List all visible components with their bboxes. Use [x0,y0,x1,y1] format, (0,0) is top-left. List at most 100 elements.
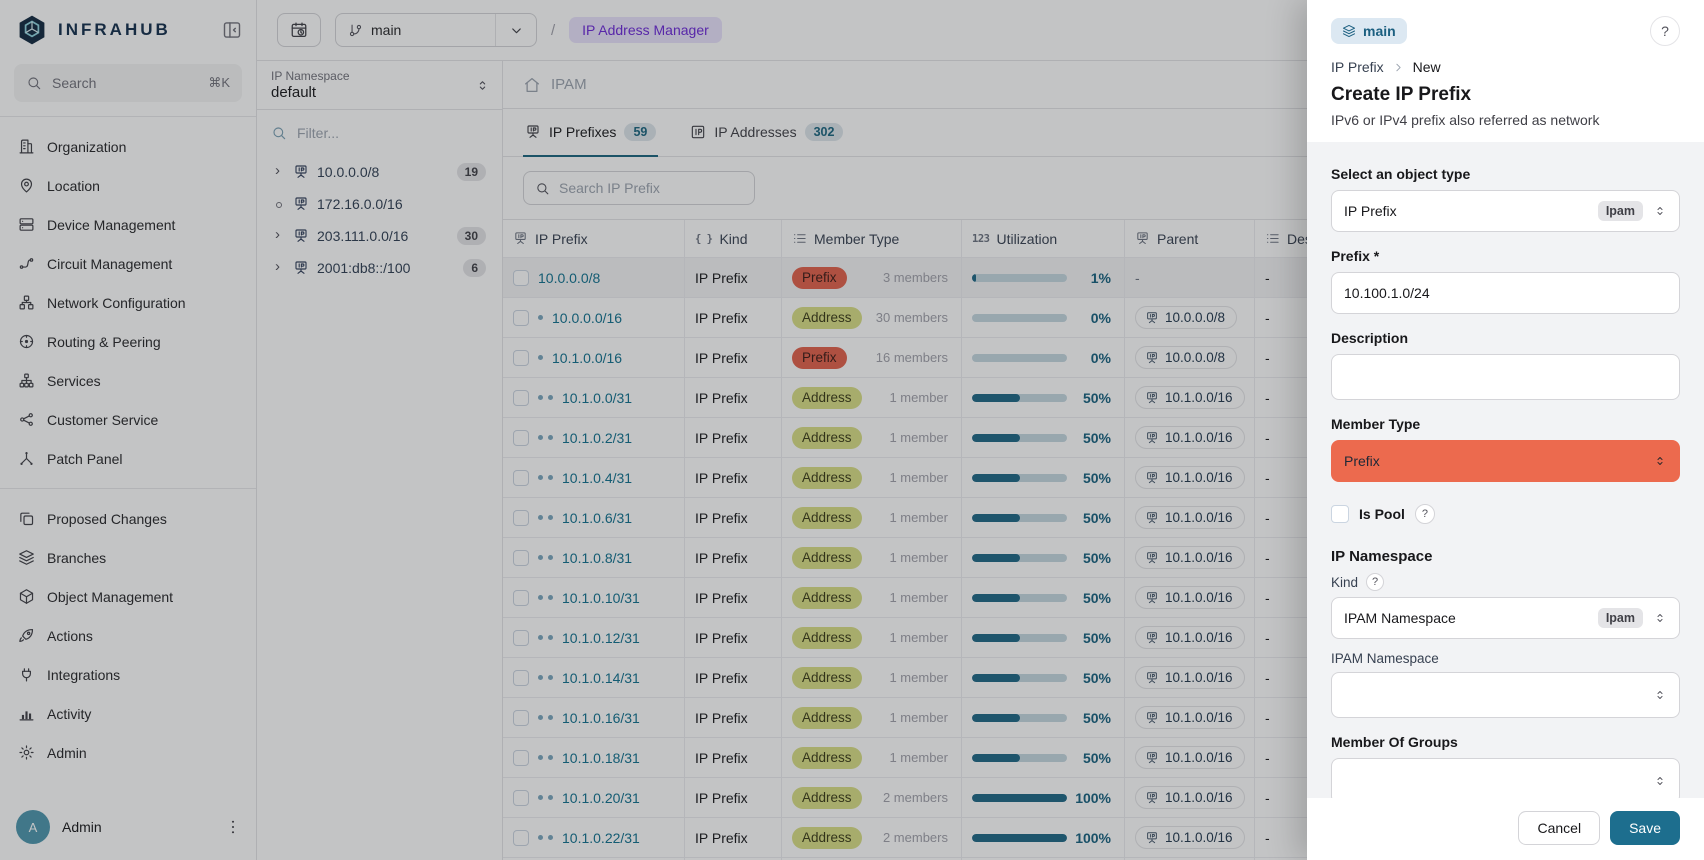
tab[interactable]: IP Addresses 302 [688,109,845,157]
breadcrumb-page-badge[interactable]: IP Address Manager [569,17,722,43]
sidebar-item[interactable]: Branches [10,538,246,577]
branch-select-chevron[interactable] [496,14,536,46]
sidebar-item[interactable]: Integrations [10,655,246,694]
sidebar-item[interactable]: Customer Service [10,400,246,439]
ipam-namespace-select[interactable] [1331,672,1680,718]
parent-link[interactable]: 10.1.0.0/16 [1135,386,1245,409]
description-input[interactable] [1331,354,1680,400]
prefix-link[interactable]: 10.1.0.8/31 [562,549,633,566]
cell-kind: IP Prefix [685,578,782,617]
prefix-link[interactable]: 10.1.0.12/31 [562,629,640,646]
prefix-link[interactable]: 10.0.0.0/8 [538,269,601,286]
sidebar-item[interactable]: Circuit Management [10,244,246,283]
row-checkbox[interactable] [513,269,529,286]
prefix-input[interactable] [1331,272,1680,314]
prefix-link[interactable]: 10.1.0.16/31 [562,709,640,726]
sidebar-item[interactable]: Activity [10,694,246,733]
prefix-link[interactable]: 10.1.0.6/31 [562,509,633,526]
kebab-menu-icon[interactable] [224,818,242,836]
tree-item[interactable]: 172.16.0.0/16 [257,188,502,220]
parent-link[interactable]: 10.1.0.0/16 [1135,546,1245,569]
tree-expand-toggle[interactable] [273,258,285,276]
parent-link[interactable]: 10.0.0.0/8 [1135,346,1238,369]
prefix-link[interactable]: 10.1.0.0/16 [552,349,623,366]
sidebar-item[interactable]: Location [10,166,246,205]
row-checkbox[interactable] [513,469,529,486]
ip-namespace-select[interactable]: IP Namespace default [257,61,502,110]
row-checkbox[interactable] [513,629,529,646]
row-checkbox[interactable] [513,829,529,846]
tree-expand-toggle[interactable] [273,196,285,212]
prefix-link[interactable]: 10.1.0.0/31 [562,389,633,406]
parent-link[interactable]: 10.1.0.0/16 [1135,786,1245,809]
utilization-percent: 50% [1082,429,1111,446]
cell-ip-prefix: 10.1.0.6/31 [503,498,685,537]
prefix-link[interactable]: 10.1.0.10/31 [562,589,640,606]
row-checkbox[interactable] [513,309,529,326]
user-menu[interactable]: A Admin [0,798,256,860]
parent-link[interactable]: 10.0.0.0/8 [1135,306,1238,329]
tree-filter-input[interactable] [297,125,488,141]
tree-item[interactable]: 10.0.0.0/8 19 [257,156,502,188]
sidebar-item[interactable]: Services [10,361,246,400]
is-pool-help-button[interactable]: ? [1414,504,1435,524]
row-checkbox[interactable] [513,709,529,726]
prefix-link[interactable]: 10.1.0.18/31 [562,749,640,766]
is-pool-checkbox[interactable] [1331,505,1349,523]
branch-select[interactable]: main [335,13,537,47]
row-checkbox[interactable] [513,789,529,806]
parent-link[interactable]: 10.1.0.0/16 [1135,506,1245,529]
parent-link[interactable]: 10.1.0.0/16 [1135,826,1245,849]
sidebar-item[interactable]: Network Configuration [10,283,246,322]
prefix-link[interactable]: 10.0.0.0/16 [552,309,623,326]
collapse-sidebar-icon[interactable] [222,20,242,40]
tab[interactable]: IP Prefixes 59 [523,109,659,157]
member-of-groups-select[interactable] [1331,758,1680,798]
tree-item[interactable]: 2001:db8::/100 6 [257,252,502,284]
row-checkbox[interactable] [513,509,529,526]
row-checkbox[interactable] [513,589,529,606]
member-type-select[interactable]: Prefix [1331,440,1680,482]
parent-link[interactable]: 10.1.0.0/16 [1135,666,1245,689]
parent-link[interactable]: 10.1.0.0/16 [1135,706,1245,729]
sidebar-item[interactable]: Routing & Peering [10,322,246,361]
parent-link[interactable]: 10.1.0.0/16 [1135,586,1245,609]
sidebar-item[interactable]: Admin [10,733,246,772]
tree-expand-toggle[interactable] [273,162,285,180]
row-checkbox[interactable] [513,549,529,566]
parent-link[interactable]: 10.1.0.0/16 [1135,746,1245,769]
sidebar-item[interactable]: Device Management [10,205,246,244]
sidebar-item[interactable]: Actions [10,616,246,655]
sidebar-item[interactable]: Organization [10,127,246,166]
save-button[interactable]: Save [1610,811,1680,845]
kind-select[interactable]: IPAM Namespace Ipam [1331,597,1680,639]
row-checkbox[interactable] [513,349,529,366]
tree-expand-toggle[interactable] [273,226,285,244]
tree-item[interactable]: 203.111.0.0/16 30 [257,220,502,252]
modal-overlay[interactable] [0,0,1307,860]
prefix-link[interactable]: 10.1.0.20/31 [562,789,640,806]
global-search[interactable]: Search ⌘K [14,64,242,102]
row-checkbox[interactable] [513,389,529,406]
cell-parent: 10.1.0.0/16 - [1125,698,1255,737]
prefix-link[interactable]: 10.1.0.22/31 [562,829,640,846]
parent-link[interactable]: 10.1.0.0/16 [1135,426,1245,449]
row-checkbox[interactable] [513,669,529,686]
time-travel-button[interactable] [277,13,321,47]
object-type-select[interactable]: IP Prefix Ipam [1331,190,1680,232]
prefix-link[interactable]: 10.1.0.4/31 [562,469,633,486]
parent-link[interactable]: 10.1.0.0/16 [1135,466,1245,489]
table-search-input[interactable] [559,180,743,196]
prefix-link[interactable]: 10.1.0.14/31 [562,669,640,686]
breadcrumb-link[interactable]: IP Prefix [1331,59,1384,75]
parent-link[interactable]: 10.1.0.0/16 [1135,626,1245,649]
prefix-link[interactable]: 10.1.0.2/31 [562,429,633,446]
help-button[interactable]: ? [1650,16,1680,46]
sidebar-item[interactable]: Object Management [10,577,246,616]
cancel-button[interactable]: Cancel [1518,811,1601,845]
sidebar-item[interactable]: Patch Panel [10,439,246,478]
kind-help-button[interactable]: ? [1366,573,1385,591]
row-checkbox[interactable] [513,429,529,446]
row-checkbox[interactable] [513,749,529,766]
sidebar-item[interactable]: Proposed Changes [10,499,246,538]
